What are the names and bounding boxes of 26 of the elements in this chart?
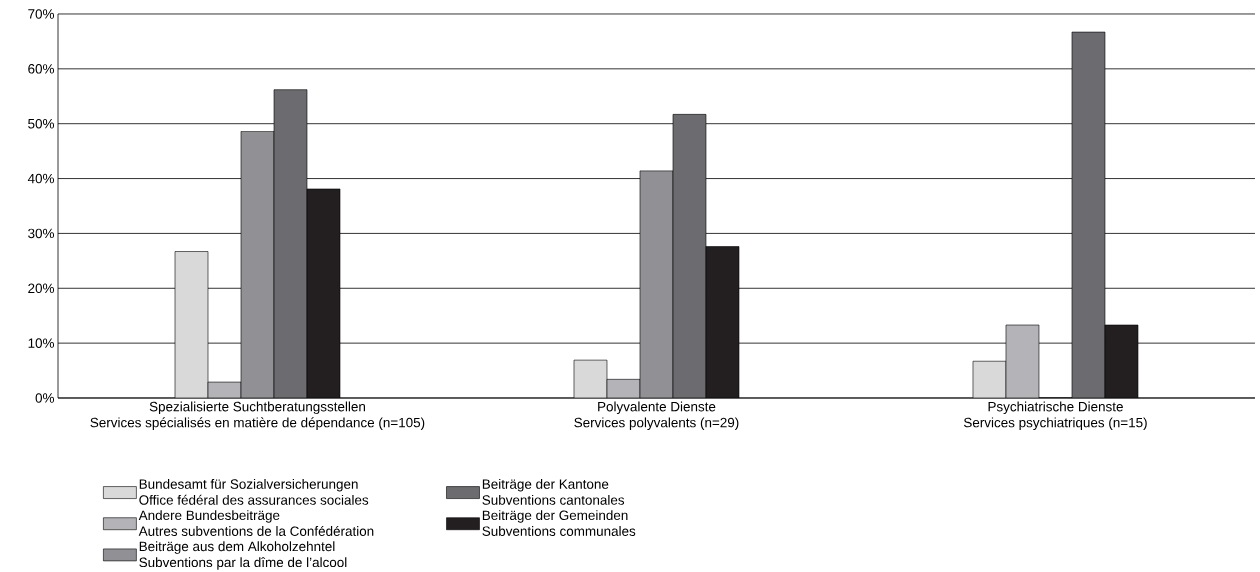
y-tick-label: 20% — [28, 283, 55, 293]
y-tick-label: 40% — [27, 173, 55, 184]
legend-label: Beiträge der Kantone Subventions cantonales — [482, 478, 625, 505]
x-tick-label: Spezialisierte Suchtberatungsstellen Services spécialisés en matière de dépendance (n=105) — [90, 401, 425, 430]
bar — [240, 130, 275, 398]
bar — [1071, 31, 1106, 398]
bar — [639, 170, 674, 398]
legend-label: Andere Bundesbeiträge Autres subventions de la Confédération — [138, 509, 374, 536]
bar — [1104, 324, 1139, 398]
y-tick-label: 50% — [28, 118, 55, 129]
y-tick-label: 70% — [28, 8, 55, 19]
bar — [672, 113, 707, 398]
y-tick-label: 60% — [28, 63, 55, 74]
bar — [273, 89, 308, 398]
bar — [174, 250, 209, 398]
legend-label: Beiträge der Gemeinden Subventions communales — [482, 509, 636, 536]
y-tick-label: 10% — [28, 338, 55, 348]
y-tick-label: 0% — [35, 393, 55, 403]
x-tick-label: Psychiatrische Dienste Services psychiatriques (n=15) — [963, 401, 1147, 430]
bar — [705, 246, 740, 398]
x-tick-label: Polyvalente Dienste Services polyvalents (n=29) — [574, 401, 739, 430]
legend-label: Bundesamt für Sozialversicherungen Office fédéral des assurances sociales — [139, 478, 369, 505]
bar — [1005, 324, 1040, 398]
bar — [306, 188, 341, 398]
y-tick-label: 30% — [28, 228, 55, 238]
legend-label: Beiträge aus dem Alkoholzehntel Subventions par la dîme de l’alcool — [139, 541, 347, 570]
